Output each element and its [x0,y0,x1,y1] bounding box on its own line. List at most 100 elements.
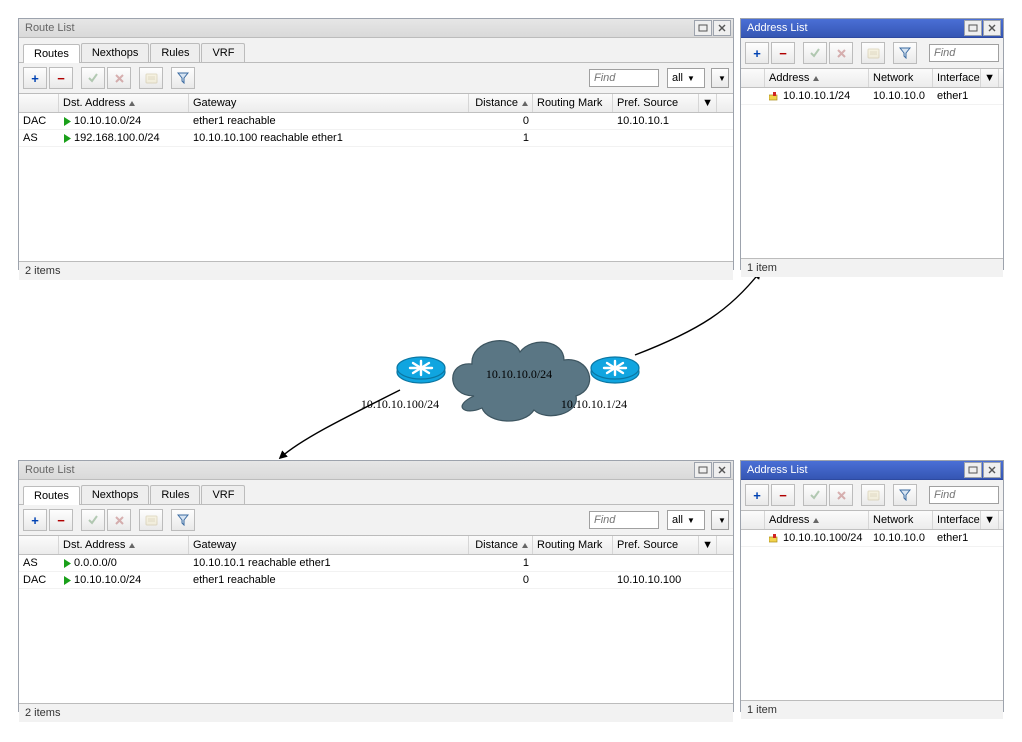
col-dropdown[interactable]: ▼ [981,69,999,87]
col-flags[interactable] [19,536,59,554]
enable-button[interactable] [803,42,827,64]
add-button[interactable]: + [745,42,769,64]
tab-rules[interactable]: Rules [150,485,200,504]
disable-button[interactable] [107,67,131,89]
cell-gw: 10.10.10.100 reachable ether1 [189,132,469,144]
find-input[interactable] [589,511,659,529]
table-row[interactable]: AS 192.168.100.0/24 10.10.10.100 reachab… [19,130,733,147]
col-net[interactable]: Network [869,69,933,87]
route-list-window: Route List RoutesNexthopsRulesVRF + − al… [18,460,734,712]
comment-button[interactable] [861,42,885,64]
tab-routes[interactable]: Routes [23,44,80,63]
route-icon [63,117,72,126]
statusbar: 2 items [19,261,733,280]
tabs: RoutesNexthopsRulesVRF [19,38,733,63]
col-flags[interactable] [741,511,765,529]
comment-button[interactable] [139,67,163,89]
col-mark[interactable]: Routing Mark [533,536,613,554]
col-addr[interactable]: Address [765,511,869,529]
cell-dst: 192.168.100.0/24 [59,132,189,144]
cell-gw: 10.10.10.1 reachable ether1 [189,557,469,569]
filter-scope-select[interactable]: all▼ [667,68,705,88]
close-button[interactable] [713,20,731,36]
col-dropdown[interactable]: ▼ [699,536,717,554]
status-text: 2 items [25,707,60,719]
disable-button[interactable] [829,484,853,506]
col-dst[interactable]: Dst. Address [59,94,189,112]
table-row[interactable]: 10.10.10.1/24 10.10.10.0 ether1 [741,88,1003,105]
col-gw[interactable]: Gateway [189,536,469,554]
enable-button[interactable] [81,509,105,531]
remove-button[interactable]: − [771,484,795,506]
remove-button[interactable]: − [49,509,73,531]
filter-button[interactable] [171,509,195,531]
tab-vrf[interactable]: VRF [201,485,245,504]
col-dst[interactable]: Dst. Address [59,536,189,554]
filter-dropdown[interactable]: ▼ [711,68,729,88]
remove-button[interactable]: − [771,42,795,64]
col-mark[interactable]: Routing Mark [533,94,613,112]
add-button[interactable]: + [745,484,769,506]
table-row[interactable]: AS 0.0.0.0/0 10.10.10.1 reachable ether1… [19,555,733,572]
find-input[interactable] [589,69,659,87]
close-button[interactable] [983,462,1001,478]
titlebar[interactable]: Address List [741,461,1003,480]
tab-vrf[interactable]: VRF [201,43,245,62]
minimize-button[interactable] [694,20,712,36]
close-button[interactable] [983,20,1001,36]
disable-button[interactable] [107,509,131,531]
col-if[interactable]: Interface [933,511,981,529]
titlebar[interactable]: Route List [19,19,733,38]
col-flags[interactable] [741,69,765,87]
comment-button[interactable] [139,509,163,531]
find-input[interactable] [929,486,999,504]
minimize-button[interactable] [964,20,982,36]
titlebar[interactable]: Address List [741,19,1003,38]
col-if[interactable]: Interface [933,69,981,87]
window-title: Address List [747,461,963,479]
table-row[interactable]: DAC 10.10.10.0/24 ether1 reachable 0 10.… [19,572,733,589]
minimize-button[interactable] [694,462,712,478]
address-list-window: Address List + − AddressNetworkInterface… [740,18,1004,270]
col-dist[interactable]: Distance [469,94,533,112]
add-button[interactable]: + [23,67,47,89]
col-dist[interactable]: Distance [469,536,533,554]
col-dropdown[interactable]: ▼ [699,94,717,112]
titlebar[interactable]: Route List [19,461,733,480]
statusbar: 1 item [741,258,1003,277]
address-icon [769,534,781,543]
filter-button[interactable] [171,67,195,89]
close-button[interactable] [713,462,731,478]
cell-flags: DAC [19,574,59,586]
find-input[interactable] [929,44,999,62]
cell-dist: 1 [469,132,533,144]
comment-button[interactable] [861,484,885,506]
remove-button[interactable]: − [49,67,73,89]
disable-button[interactable] [829,42,853,64]
col-src[interactable]: Pref. Source [613,536,699,554]
tab-nexthops[interactable]: Nexthops [81,485,149,504]
table-row[interactable]: DAC 10.10.10.0/24 ether1 reachable 0 10.… [19,113,733,130]
filter-dropdown[interactable]: ▼ [711,510,729,530]
route-icon [63,576,72,585]
enable-button[interactable] [803,484,827,506]
enable-button[interactable] [81,67,105,89]
right-router-label: 10.10.10.1/24 [561,397,627,411]
tab-rules[interactable]: Rules [150,43,200,62]
table-row[interactable]: 10.10.10.100/24 10.10.10.0 ether1 [741,530,1003,547]
filter-button[interactable] [893,484,917,506]
tab-nexthops[interactable]: Nexthops [81,43,149,62]
col-addr[interactable]: Address [765,69,869,87]
add-button[interactable]: + [23,509,47,531]
col-dropdown[interactable]: ▼ [981,511,999,529]
cell-if: ether1 [933,532,981,544]
col-flags[interactable] [19,94,59,112]
filter-scope-select[interactable]: all▼ [667,510,705,530]
col-gw[interactable]: Gateway [189,94,469,112]
filter-button[interactable] [893,42,917,64]
minimize-button[interactable] [964,462,982,478]
col-net[interactable]: Network [869,511,933,529]
col-src[interactable]: Pref. Source [613,94,699,112]
window-title: Route List [25,19,693,37]
tab-routes[interactable]: Routes [23,486,80,505]
